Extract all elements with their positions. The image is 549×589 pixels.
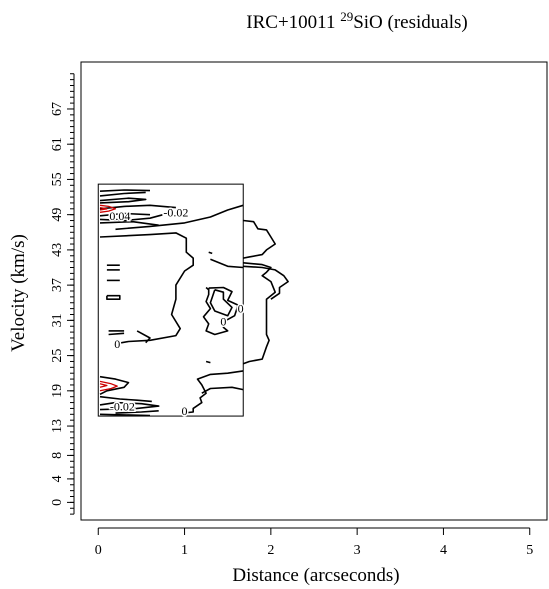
x-tick-label: 2 xyxy=(267,543,274,558)
x-tick-label: 0 xyxy=(95,543,102,558)
contour-line xyxy=(99,204,117,213)
y-tick-label: 4 xyxy=(50,475,65,482)
y-tick-label: 43 xyxy=(50,243,65,257)
y-tick-label: 25 xyxy=(50,349,65,363)
contour-line xyxy=(99,383,108,388)
contour-line xyxy=(99,191,146,197)
contour-label: 0 xyxy=(220,315,226,329)
contour-line xyxy=(99,220,159,226)
contour-line xyxy=(202,286,239,336)
y-axis: 0 4 8 13 19 25 31 37 43 49 55 61 67 xyxy=(50,73,75,515)
contour-label: 0 xyxy=(238,302,244,316)
contour-line xyxy=(115,410,159,414)
plot-frame xyxy=(80,61,548,521)
contour-line xyxy=(209,289,233,317)
contour-line xyxy=(108,332,125,336)
contour-label: 0 xyxy=(182,404,188,418)
chart-title: IRC+10011 29SiO (residuals) xyxy=(246,9,467,33)
contour-line xyxy=(205,360,211,364)
y-tick-label: 13 xyxy=(50,419,65,433)
contour-line xyxy=(99,189,151,192)
contour-line xyxy=(99,197,147,204)
x-tick-label: 3 xyxy=(354,543,361,558)
contour-line xyxy=(201,386,244,394)
y-tick-label: 0 xyxy=(50,499,65,506)
contour-line xyxy=(243,219,276,259)
contour-line xyxy=(99,395,152,403)
y-axis-label: Velocity (km/s) xyxy=(8,234,29,352)
x-axis: 0 1 2 3 4 5 xyxy=(95,527,533,558)
y-tick-label: 67 xyxy=(50,102,65,116)
contour-line xyxy=(182,370,244,414)
contour-line xyxy=(115,204,244,231)
y-tick-label: 37 xyxy=(50,278,65,292)
chart-title-suffix: SiO (residuals) xyxy=(353,12,468,33)
y-tick-label: 8 xyxy=(50,452,65,459)
contour-line xyxy=(205,286,210,291)
y-tick-label: 55 xyxy=(50,172,65,186)
contour-line xyxy=(99,213,164,222)
chart-title-superscript: 29 xyxy=(340,9,353,24)
data-region-box xyxy=(97,183,244,417)
y-tick-label: 49 xyxy=(50,208,65,222)
x-tick-label: 5 xyxy=(526,543,533,558)
contour-line xyxy=(210,258,244,269)
y-tick-label: 61 xyxy=(50,137,65,151)
contour-line xyxy=(106,294,121,300)
contour-line xyxy=(99,380,118,392)
contour-line xyxy=(208,251,213,255)
x-tick-label: 4 xyxy=(440,543,447,558)
contour-label: 0.04 xyxy=(109,209,130,223)
contour-line xyxy=(99,401,160,411)
x-tick-label: 1 xyxy=(181,543,188,558)
contour-label: 0 xyxy=(114,337,120,351)
contour-line xyxy=(99,232,194,345)
contour-label: -0.02 xyxy=(163,205,188,219)
chart-title-prefix: IRC+10011 xyxy=(246,12,340,33)
contour-line xyxy=(99,212,151,217)
y-tick-label: 31 xyxy=(50,313,65,327)
contour-line xyxy=(136,330,151,344)
contour-line xyxy=(99,413,151,417)
x-axis-label: Distance (arcseconds) xyxy=(232,565,399,586)
contour-line xyxy=(99,206,108,211)
contour-lines xyxy=(99,189,289,417)
contour-line xyxy=(243,265,289,300)
contour-line xyxy=(242,262,276,365)
contour-label: -0.02 xyxy=(110,400,135,414)
y-tick-label: 19 xyxy=(50,384,65,398)
contour-line xyxy=(99,375,130,396)
